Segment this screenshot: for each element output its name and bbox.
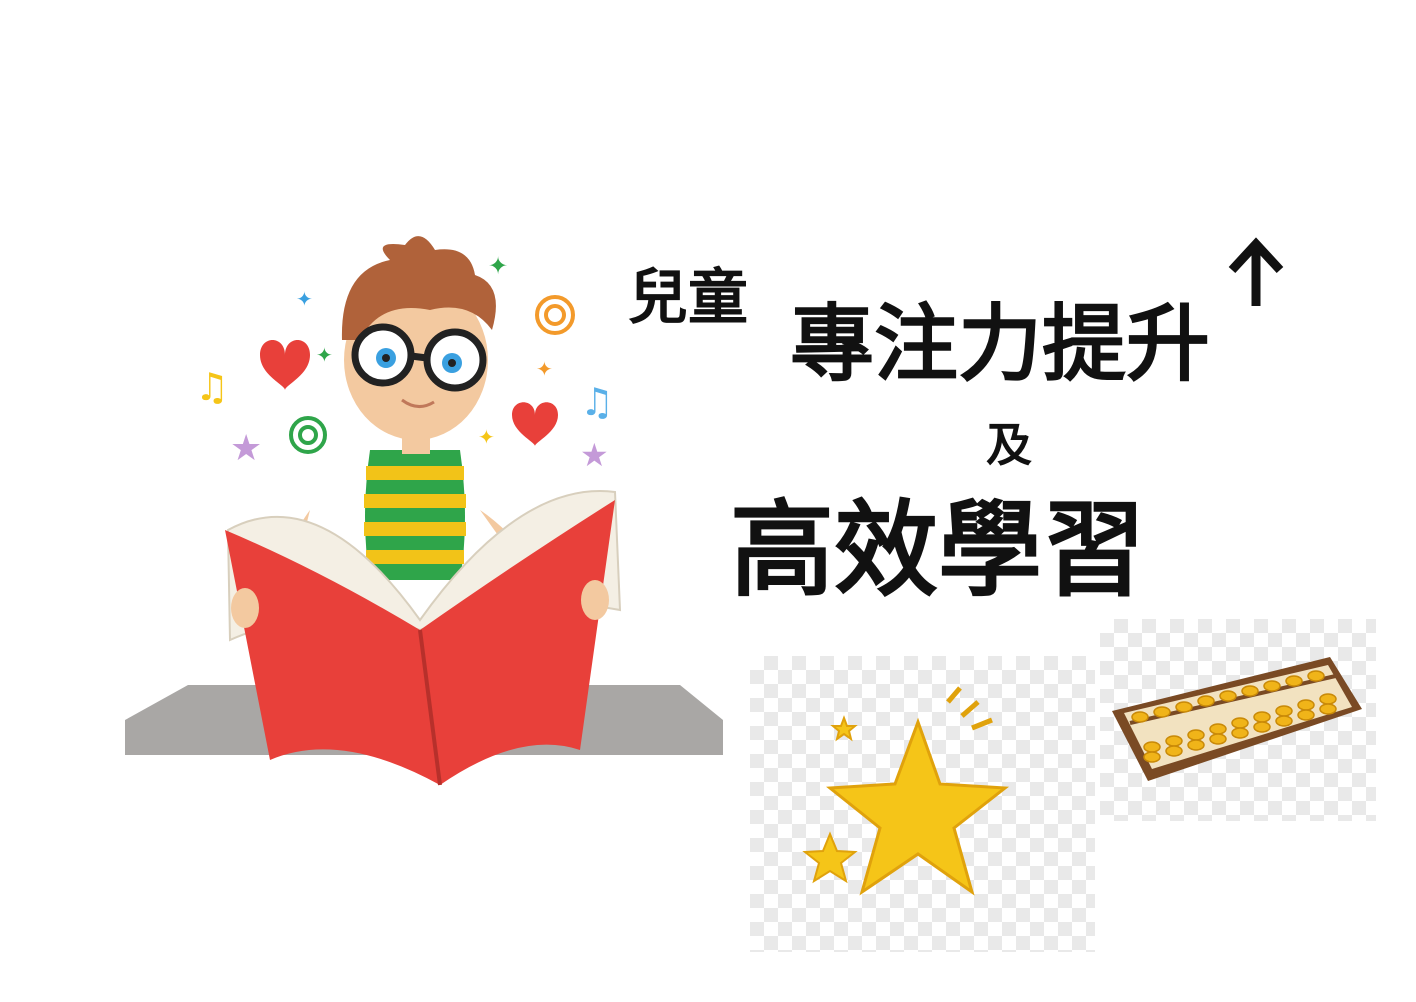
up-arrow-icon (1228, 237, 1284, 306)
boy-reading-illustration: ♫ ♫ ★ ★ ✦ ✦ ✦ ✦ ✦ (125, 236, 723, 786)
sparkle-icon: ✦ (478, 425, 495, 449)
tiny-star-shape (830, 715, 858, 742)
star-illustration (802, 686, 1010, 896)
small-star-shape (802, 831, 858, 884)
big-star-shape (826, 717, 1010, 896)
swirl-icon (289, 416, 327, 454)
title-line1-small: 兒童 (628, 263, 748, 333)
title-connector: 及 (986, 418, 1032, 472)
abacus-illustration (1112, 657, 1362, 781)
star-icon: ★ (230, 428, 262, 469)
sparkle-icon: ✦ (316, 343, 333, 367)
sparkle-icon: ✦ (296, 287, 313, 311)
music-note-icon: ♫ (580, 380, 614, 424)
swirl-icon (535, 295, 575, 335)
star-image (750, 656, 1095, 952)
sparkle-icon: ✦ (536, 357, 553, 381)
title-line1-large: 專注力提升 (790, 295, 1211, 393)
star-icon: ★ (580, 436, 609, 474)
title-line2: 高效學習 (730, 489, 1147, 611)
sparkle-icon: ✦ (488, 252, 508, 280)
music-note-icon: ♫ (195, 365, 229, 409)
heart-icon (512, 402, 558, 446)
abacus-image (1100, 619, 1376, 821)
heart-icon (260, 340, 310, 390)
